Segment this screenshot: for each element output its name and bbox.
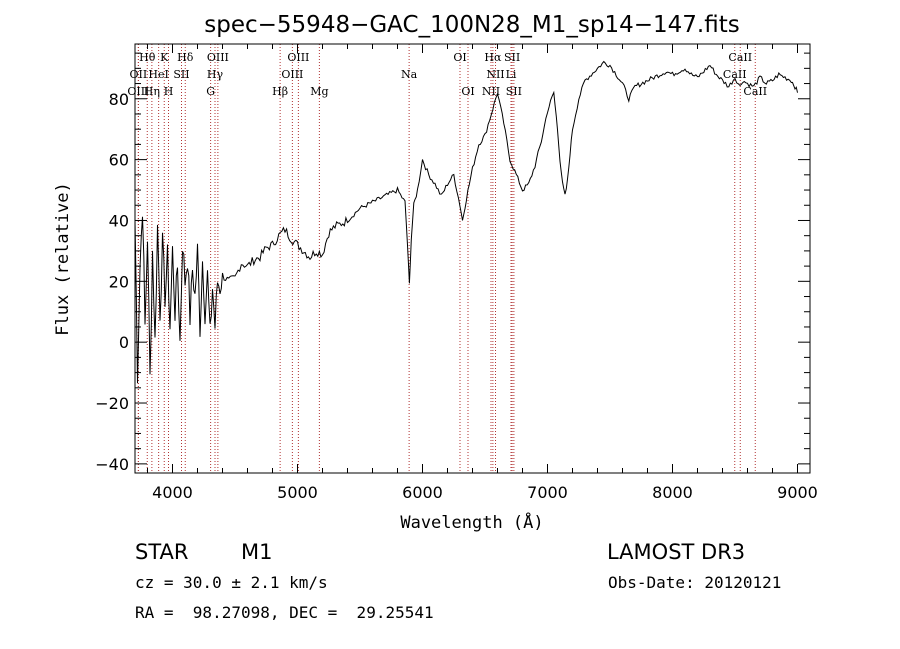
- spectral-line-label: H: [164, 85, 174, 98]
- axis-ticks: 4000 5000 6000 7000 8000 9000 −40 −20 0 20 40 60 80: [95, 44, 818, 502]
- spectral-line-label: SII: [173, 68, 189, 81]
- spectral-line-label: OIII: [207, 51, 229, 64]
- y-tick-label: −20: [95, 394, 129, 413]
- survey-name: LAMOST DR3: [607, 540, 746, 564]
- y-axis-label: Flux (relative): [53, 182, 73, 336]
- spectrum-series-line: [134, 60, 798, 384]
- spectral-line-label: OII: [130, 68, 148, 81]
- x-tick-label: 7000: [527, 483, 568, 502]
- spectral-line-label: K: [160, 51, 169, 64]
- spectral-line-label: OIII: [281, 68, 303, 81]
- spectral-line-label: CaII: [728, 51, 752, 64]
- spectral-line-label: OI: [453, 51, 466, 64]
- y-tick-label: 40: [109, 211, 129, 230]
- x-tick-label: 4000: [152, 483, 193, 502]
- x-tick-label: 5000: [277, 483, 318, 502]
- x-axis-label: Wavelength (Å): [400, 511, 543, 533]
- spectral-line-markers: [137, 44, 756, 473]
- coordinates: RA = 98.27098, DEC = 29.25541: [135, 603, 434, 622]
- spectral-line-label: Hγ: [207, 68, 224, 81]
- object-subclass: M1: [241, 540, 273, 564]
- spectral-line-label: HeI: [148, 68, 168, 81]
- spectral-line-label: CaII: [723, 68, 747, 81]
- spectral-line-label: Li: [506, 68, 517, 81]
- spectral-line-label: Mg: [310, 85, 328, 98]
- plot-frame: [134, 43, 811, 474]
- spectral-line-label: OIII: [127, 85, 149, 98]
- object-type: STAR: [135, 540, 189, 564]
- spectral-line-label: CaII: [743, 85, 767, 98]
- spectral-line-label: Hη: [144, 85, 160, 98]
- y-tick-label: −40: [95, 455, 129, 474]
- spectral-line-label: NII: [486, 68, 504, 81]
- obs-date: Obs-Date: 20120121: [608, 573, 782, 592]
- y-tick-label: 0: [119, 333, 129, 352]
- spectral-line-label: Hα: [484, 51, 502, 64]
- y-tick-label: 80: [109, 90, 129, 109]
- spectral-line-label: SII: [504, 51, 520, 64]
- y-tick-label: 60: [109, 151, 129, 170]
- x-tick-label: 8000: [652, 483, 693, 502]
- y-tick-label: 20: [109, 272, 129, 291]
- spectral-line-label: Hθ: [139, 51, 156, 64]
- spectral-line-label: Hδ: [177, 51, 194, 64]
- redshift-text: cz = 30.0 ± 2.1 km/s: [135, 573, 328, 592]
- spectral-line-label: G: [206, 85, 215, 98]
- spectral-line-label: Na: [401, 68, 418, 81]
- spectral-line-label: OIII: [287, 51, 309, 64]
- spectral-line-label: OI: [461, 85, 474, 98]
- spectral-line-label: NII: [482, 85, 500, 98]
- spectral-line-label: SII: [506, 85, 522, 98]
- x-tick-label: 6000: [402, 483, 443, 502]
- chart-title: spec−55948−GAC_100N28_M1_sp14−147.fits: [204, 12, 739, 38]
- spectral-line-label: Hβ: [272, 85, 288, 98]
- x-tick-label: 9000: [777, 483, 818, 502]
